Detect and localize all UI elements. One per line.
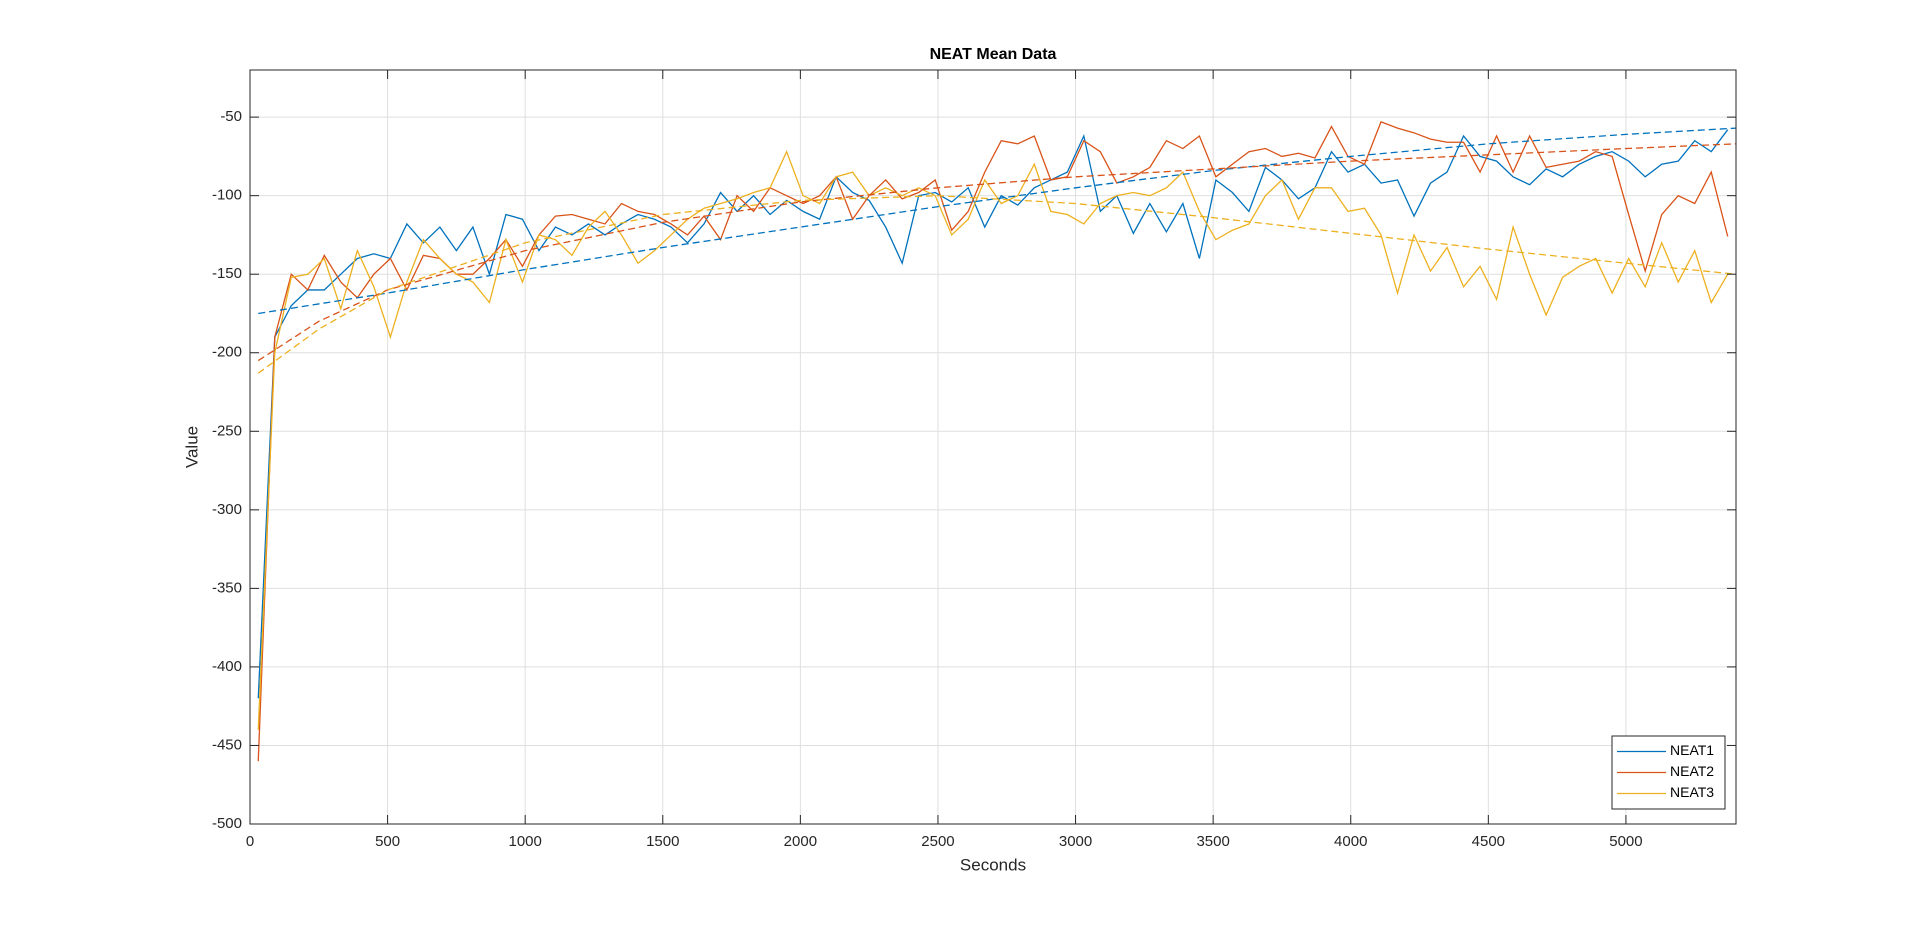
legend-label: NEAT1 <box>1670 742 1714 758</box>
x-tick-label: 1500 <box>646 833 679 850</box>
y-tick-label: -250 <box>212 422 242 439</box>
legend-label: NEAT3 <box>1670 784 1714 800</box>
y-tick-label: -400 <box>212 658 242 675</box>
x-tick-label: 5000 <box>1609 833 1642 850</box>
y-tick-label: -100 <box>212 187 242 204</box>
trend-line <box>258 127 1737 315</box>
series-line <box>257 121 1729 762</box>
legend-label: NEAT2 <box>1670 763 1714 779</box>
x-tick-label: 2500 <box>921 833 954 850</box>
trend-line <box>257 195 1737 374</box>
ticks: 0 500 1000 1500 2000 2500 3000 3500 4000 4500 5000… <box>212 70 1736 850</box>
chart-title: NEAT Mean Data <box>930 46 1057 63</box>
y-tick-label: -200 <box>212 344 242 361</box>
x-tick-label: 0 <box>246 833 254 850</box>
axes-box <box>249 69 1737 825</box>
legend: NEAT1 NEAT2 NEAT3 <box>1611 735 1726 810</box>
y-axis-label: Value <box>182 426 201 468</box>
x-tick-label: 3000 <box>1059 833 1092 850</box>
series-line <box>257 129 1729 699</box>
x-tick-label: 3500 <box>1196 833 1229 850</box>
y-tick-label: -150 <box>212 265 242 282</box>
y-tick-label: -450 <box>212 736 242 753</box>
x-tick-label: 2000 <box>784 833 817 850</box>
y-tick-label: -500 <box>212 815 242 832</box>
x-axis-label: Seconds <box>960 855 1026 874</box>
x-tick-label: 1000 <box>508 833 541 850</box>
x-tick-label: 4500 <box>1472 833 1505 850</box>
y-tick-label: -300 <box>212 501 242 518</box>
y-tick-label: -350 <box>212 579 242 596</box>
x-tick-label: 500 <box>375 833 400 850</box>
grid <box>249 70 1736 825</box>
series-group <box>257 121 1737 762</box>
y-tick-label: -50 <box>220 108 242 125</box>
x-tick-label: 4000 <box>1334 833 1367 850</box>
